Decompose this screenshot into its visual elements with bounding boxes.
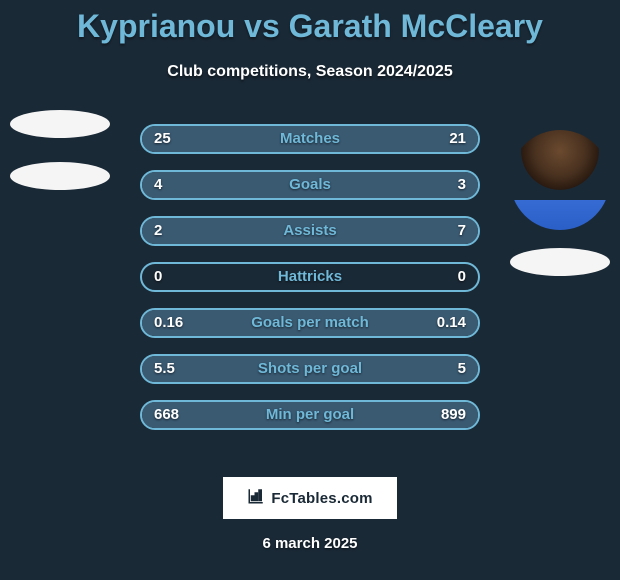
stat-right-value: 0 <box>458 264 466 290</box>
stat-right-value: 899 <box>441 402 466 428</box>
stat-label: Assists <box>142 218 478 244</box>
player-left-club-placeholder <box>10 162 110 190</box>
stat-row: 5.5Shots per goal5 <box>140 354 480 384</box>
stat-right-value: 3 <box>458 172 466 198</box>
player-right <box>510 130 610 276</box>
footer: FcTables.com <box>0 476 620 520</box>
stat-label: Goals <box>142 172 478 198</box>
stat-right-value: 5 <box>458 356 466 382</box>
chart-icon <box>247 487 265 509</box>
stat-row: 0Hattricks0 <box>140 262 480 292</box>
stat-row: 4Goals3 <box>140 170 480 200</box>
stat-row: 668Min per goal899 <box>140 400 480 430</box>
stat-right-value: 7 <box>458 218 466 244</box>
player-right-avatar <box>510 130 610 230</box>
footer-badge[interactable]: FcTables.com <box>222 476 397 520</box>
stat-right-value: 21 <box>449 126 466 152</box>
stat-label: Matches <box>142 126 478 152</box>
player-right-club-placeholder <box>510 248 610 276</box>
stats-table: 25Matches21 4Goals3 2Assists7 0Hattricks0 0.… <box>140 124 480 446</box>
page-title: Kyprianou vs Garath McCleary <box>0 0 620 45</box>
player-left-avatar-placeholder <box>10 110 110 138</box>
stat-row: 0.16Goals per match0.14 <box>140 308 480 338</box>
stat-right-value: 0.14 <box>437 310 466 336</box>
stat-label: Goals per match <box>142 310 478 336</box>
footer-text: FcTables.com <box>271 490 372 507</box>
stat-row: 25Matches21 <box>140 124 480 154</box>
date: 6 march 2025 <box>0 535 620 552</box>
stat-label: Min per goal <box>142 402 478 428</box>
stat-label: Hattricks <box>142 264 478 290</box>
subtitle: Club competitions, Season 2024/2025 <box>0 63 620 81</box>
player-left <box>10 110 110 190</box>
stat-row: 2Assists7 <box>140 216 480 246</box>
stat-label: Shots per goal <box>142 356 478 382</box>
